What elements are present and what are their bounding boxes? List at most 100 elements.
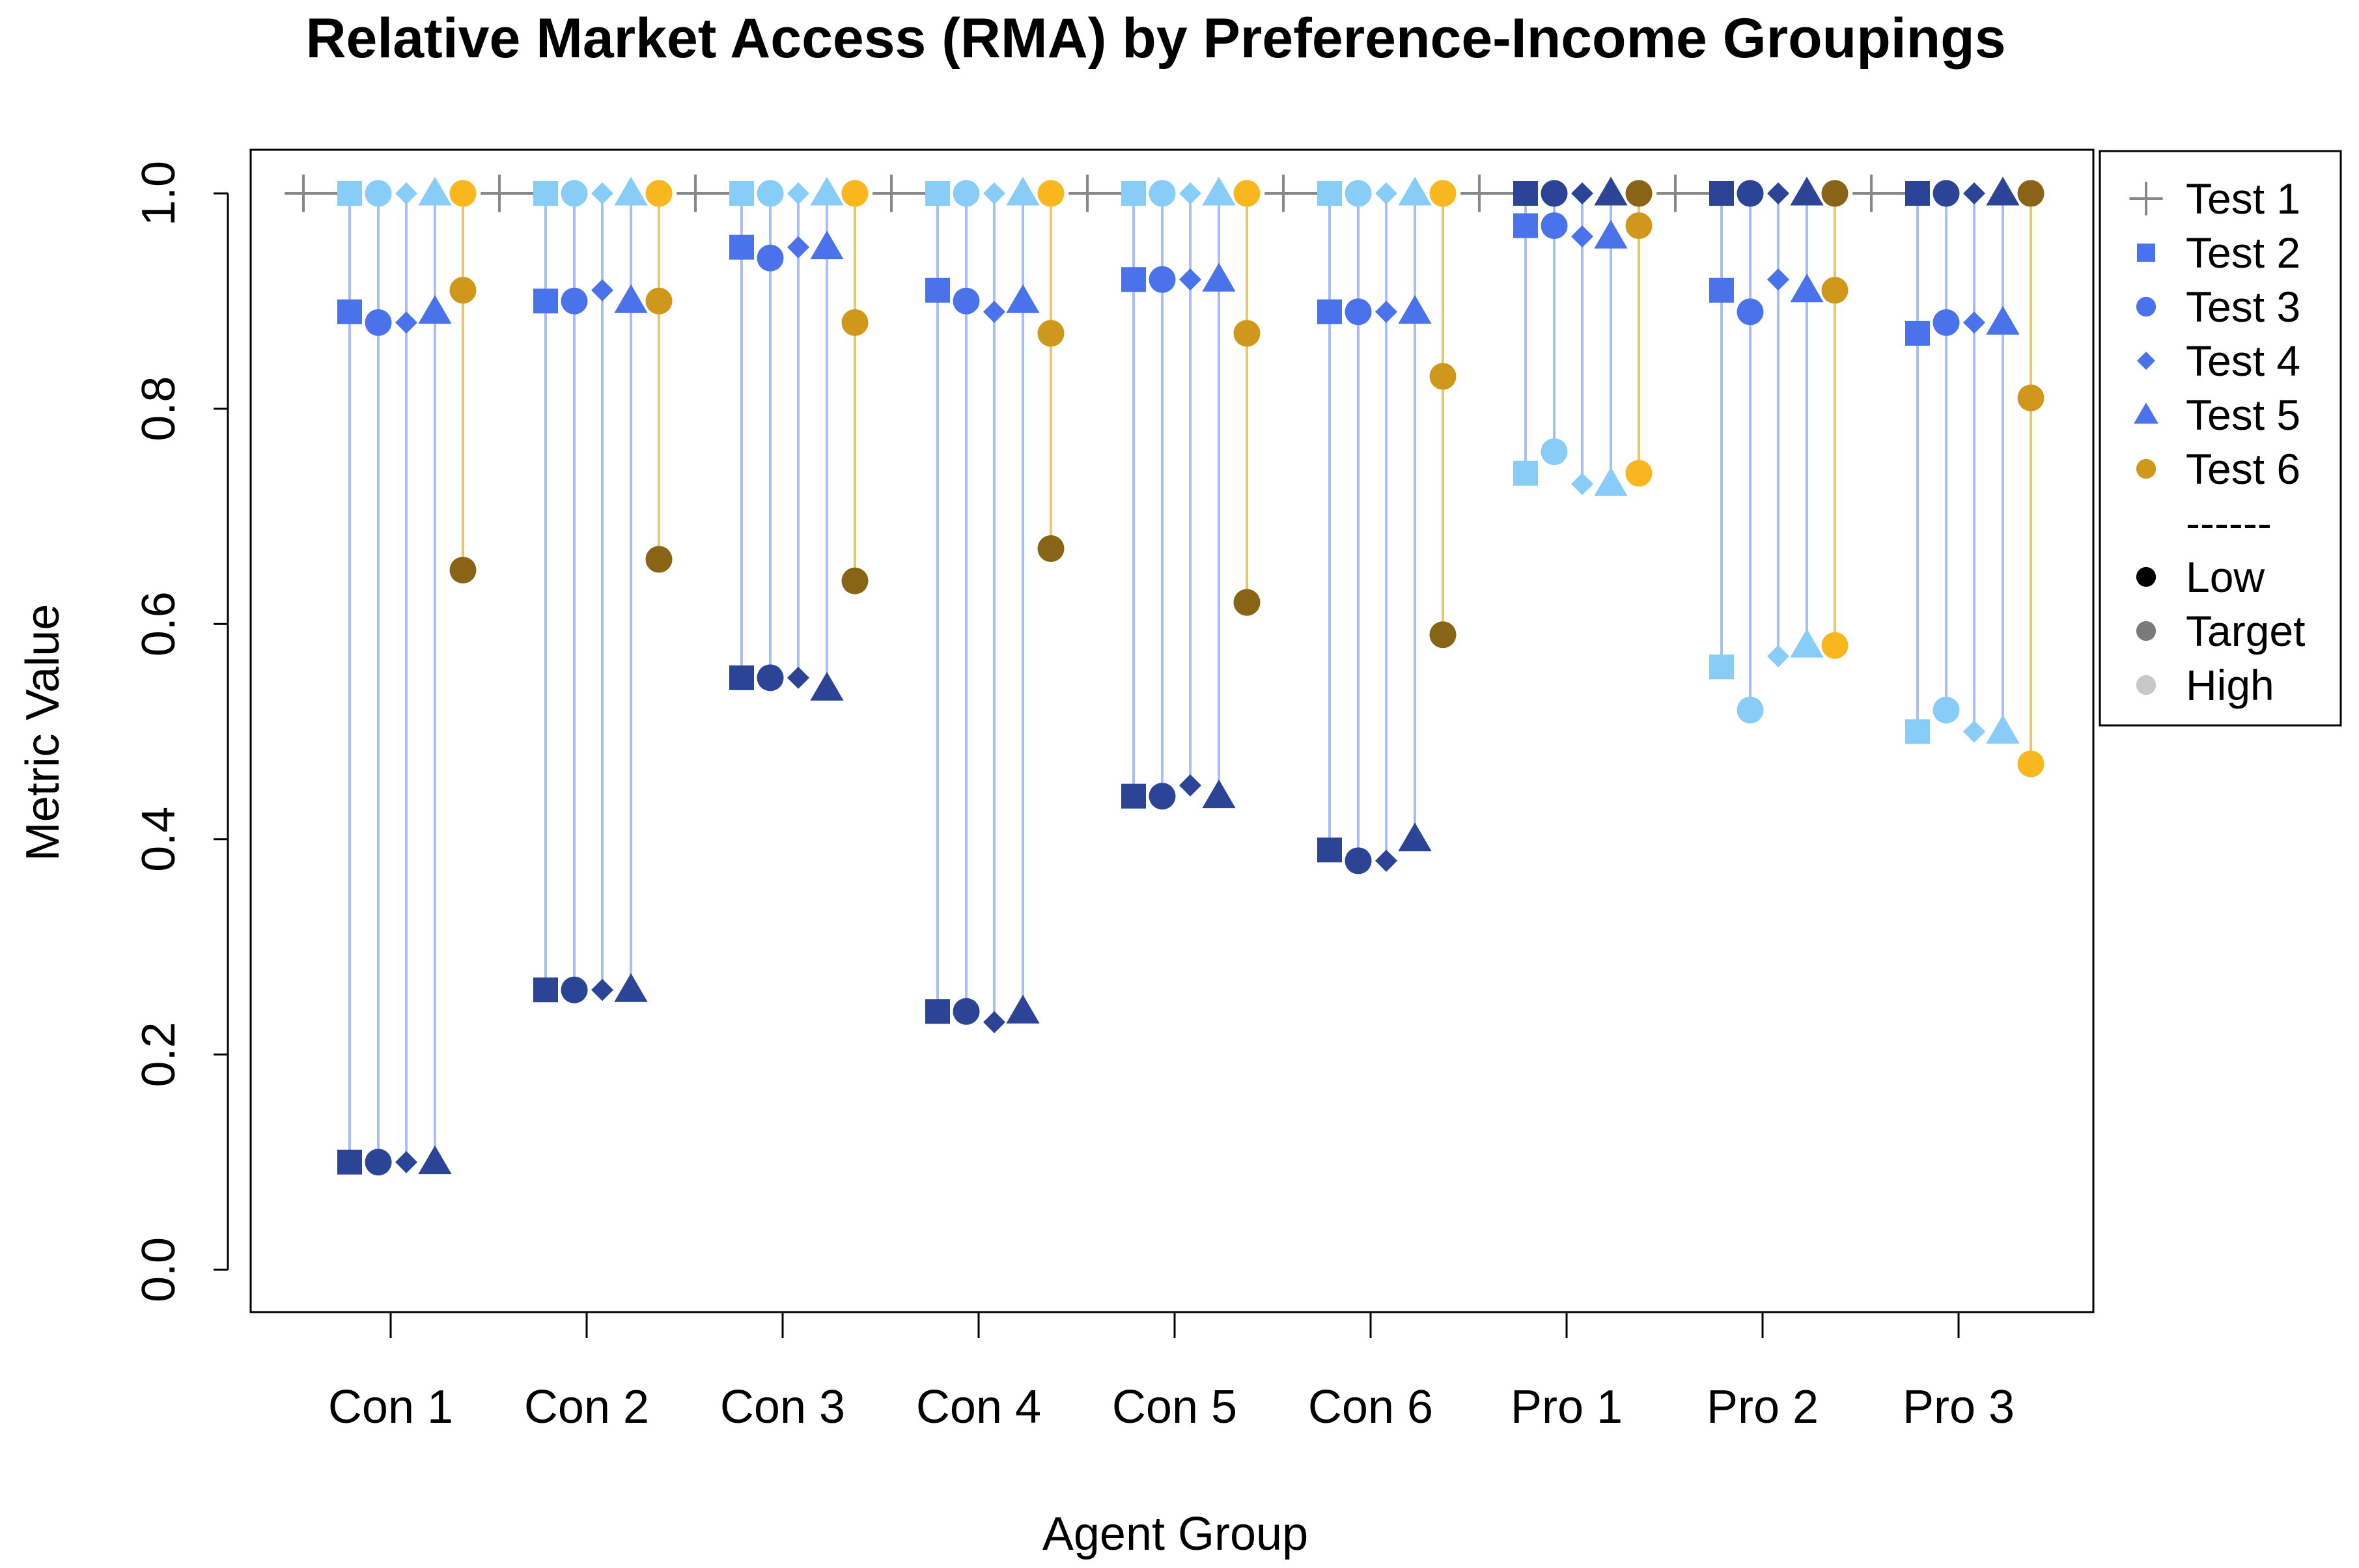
data-point-high xyxy=(1625,460,1653,487)
category-group xyxy=(1656,175,1849,723)
data-point-low xyxy=(365,1149,392,1176)
data-point-target xyxy=(925,277,950,303)
test1-marker xyxy=(1656,175,1694,212)
x-axis: Con 1 Con 2 Con 3 Con 4 Con 5 Con 6 Pro 1 Pro 2… xyxy=(328,1312,2015,1433)
data-point-high xyxy=(1233,180,1261,207)
data-point-low xyxy=(1986,176,2020,206)
x-axis-label: Agent Group xyxy=(1042,1508,1308,1560)
legend-marker-square xyxy=(2137,244,2155,262)
data-point-target xyxy=(533,288,558,314)
data-point-target xyxy=(561,287,588,315)
legend-level-label: High xyxy=(2186,661,2274,709)
data-point-high xyxy=(395,182,417,204)
data-point-target xyxy=(1233,320,1261,347)
data-point-target xyxy=(1625,212,1653,240)
legend-label: Test 5 xyxy=(2186,391,2300,439)
data-point-high xyxy=(1767,645,1789,667)
data-point-target xyxy=(449,277,477,304)
data-point-low xyxy=(1233,589,1261,616)
data-point-high xyxy=(418,176,452,206)
data-point-high xyxy=(1317,181,1342,206)
data-point-target xyxy=(418,295,452,324)
data-point-high xyxy=(1963,720,1985,743)
data-point-high xyxy=(337,181,362,206)
data-point-target xyxy=(1179,268,1201,291)
data-point-target xyxy=(1821,277,1849,304)
data-marks xyxy=(285,175,2045,1176)
y-axis-label: Metric Value xyxy=(17,604,69,861)
data-point-low xyxy=(1737,180,1764,207)
data-point-high xyxy=(810,176,844,206)
data-point-low xyxy=(1963,182,1985,204)
data-point-target xyxy=(1121,267,1146,292)
x-tick-label: Con 2 xyxy=(524,1381,649,1433)
data-point-high xyxy=(1429,180,1457,207)
test1-marker xyxy=(1068,175,1106,212)
data-point-target xyxy=(810,231,844,260)
data-point-low xyxy=(925,999,950,1024)
data-point-target xyxy=(1986,305,2020,335)
legend-label: Test 3 xyxy=(2186,283,2300,331)
x-tick-label: Con 3 xyxy=(720,1381,845,1433)
x-tick-label: Pro 3 xyxy=(1903,1381,2015,1433)
data-point-target xyxy=(645,287,673,315)
data-point-high xyxy=(757,180,784,207)
x-tick-label: Con 6 xyxy=(1308,1381,1433,1433)
legend-label: Test 4 xyxy=(2186,337,2300,385)
data-point-target xyxy=(1709,277,1734,303)
data-point-high xyxy=(1541,438,1568,466)
data-point-target xyxy=(983,300,1005,323)
data-point-high xyxy=(1037,180,1065,207)
legend-marker-plus xyxy=(2129,182,2163,216)
data-point-target xyxy=(2017,384,2045,412)
data-point-high xyxy=(561,180,588,207)
data-point-target xyxy=(1006,284,1040,313)
data-point-high xyxy=(1737,696,1764,723)
data-point-low xyxy=(1821,180,1849,207)
test1-marker xyxy=(677,175,714,212)
data-point-low xyxy=(757,664,784,692)
category-group xyxy=(677,175,869,701)
test1-marker xyxy=(872,175,910,212)
data-point-low xyxy=(810,671,844,701)
y-tick-label: 0.8 xyxy=(133,376,185,441)
data-point-target xyxy=(1541,212,1568,240)
data-point-low xyxy=(337,1149,362,1175)
data-point-high xyxy=(2017,750,2045,777)
legend-marker-diamond xyxy=(2137,352,2155,370)
x-tick-label: Con 1 xyxy=(328,1381,453,1433)
data-point-target xyxy=(757,244,784,272)
data-point-target xyxy=(1767,268,1789,291)
plot-area xyxy=(249,148,2095,1313)
data-point-low xyxy=(1905,181,1930,206)
data-point-target xyxy=(1317,299,1342,324)
data-point-low xyxy=(561,976,588,1003)
data-point-target xyxy=(787,236,809,259)
test1-marker xyxy=(1460,175,1498,212)
y-tick-label: 0.6 xyxy=(133,591,185,656)
data-point-low xyxy=(1513,181,1538,206)
data-point-high xyxy=(983,182,1005,204)
data-point-low xyxy=(1037,535,1065,563)
test1-marker xyxy=(1264,175,1302,212)
x-tick-label: Con 5 xyxy=(1112,1381,1237,1433)
data-point-low xyxy=(1594,176,1628,206)
y-tick-label: 0.4 xyxy=(133,807,185,872)
data-point-low xyxy=(395,1151,417,1173)
data-point-low xyxy=(614,973,648,1002)
data-point-low xyxy=(1933,180,1960,207)
data-point-low xyxy=(1790,176,1824,206)
legend: Test 1 Test 2 Test 3 Test 4 Test 5 Test 6 ----… xyxy=(2099,150,2342,727)
legend-label: Test 6 xyxy=(2186,445,2300,493)
data-point-high xyxy=(1905,719,1930,744)
legend-label: Test 2 xyxy=(2186,229,2300,277)
data-point-high xyxy=(1594,467,1628,496)
y-tick-label: 1.0 xyxy=(133,161,185,226)
legend-level-marker xyxy=(2136,567,2157,587)
data-point-high xyxy=(591,182,613,204)
data-point-low xyxy=(645,546,673,573)
data-point-low xyxy=(1429,621,1457,649)
data-point-high xyxy=(1375,182,1397,204)
category-group xyxy=(1852,175,2045,777)
y-tick-label: 0.0 xyxy=(133,1237,185,1302)
